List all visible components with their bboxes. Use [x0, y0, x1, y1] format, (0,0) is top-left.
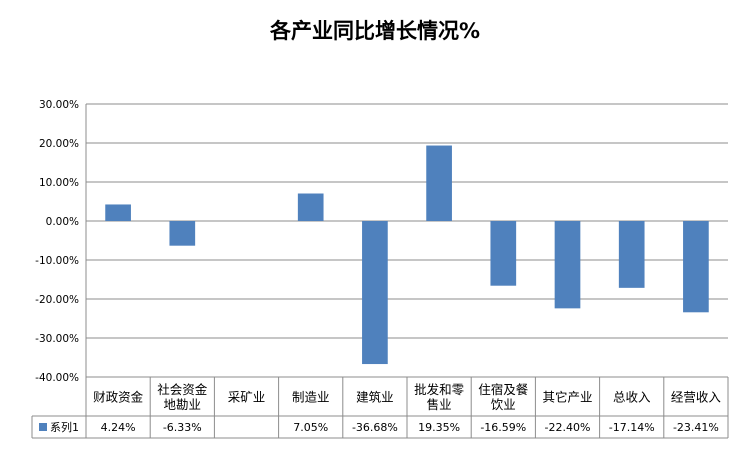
y-tick-label: -10.00% — [35, 255, 79, 267]
data-label: -6.33% — [163, 421, 202, 434]
data-label: 4.24% — [101, 421, 136, 434]
y-tick-label: 0.00% — [46, 216, 79, 228]
category-label: 制造业 — [292, 390, 330, 405]
bar — [554, 221, 581, 309]
category-label: 财政资金 — [93, 390, 144, 405]
category-label: 建筑业 — [356, 390, 394, 405]
y-tick-label: 10.00% — [39, 177, 79, 189]
data-label: -23.41% — [673, 421, 719, 434]
category-label: 批发和零售业 — [414, 382, 465, 412]
category-label: 经营收入 — [671, 390, 722, 405]
category-label: 采矿业 — [228, 390, 266, 405]
bar — [426, 145, 452, 221]
bar — [105, 204, 131, 221]
y-tick-label: 30.00% — [39, 99, 79, 111]
data-label: -16.59% — [480, 421, 526, 434]
category-label: 总收入 — [613, 390, 651, 405]
bar — [169, 221, 196, 246]
data-label: -17.14% — [609, 421, 655, 434]
bars — [105, 145, 709, 365]
data-label: -36.68% — [352, 421, 398, 434]
data-label: 19.35% — [418, 421, 460, 434]
bar — [297, 193, 324, 221]
bar — [683, 221, 709, 313]
category-label: 住宿及餐饮业 — [478, 382, 529, 412]
bar — [490, 221, 517, 286]
y-tick-label: -40.00% — [35, 372, 79, 384]
chart-title: 各产业同比增长情况% — [269, 19, 480, 43]
series-name: 系列1 — [50, 420, 79, 434]
bar — [362, 221, 388, 365]
category-label: 社会资金地勘业 — [157, 382, 208, 412]
data-label: -22.40% — [545, 421, 591, 434]
category-label: 其它产业 — [542, 390, 592, 405]
data-label: 7.05% — [293, 421, 328, 434]
bar — [618, 221, 645, 288]
legend-key — [39, 423, 47, 431]
y-tick-label: -20.00% — [35, 294, 79, 306]
y-tick-label: -30.00% — [35, 333, 79, 345]
y-axis: 30.00% 20.00% 10.00% 0.00% -10.00% -20.00% -30… — [35, 99, 87, 384]
y-tick-label: 20.00% — [39, 138, 79, 150]
